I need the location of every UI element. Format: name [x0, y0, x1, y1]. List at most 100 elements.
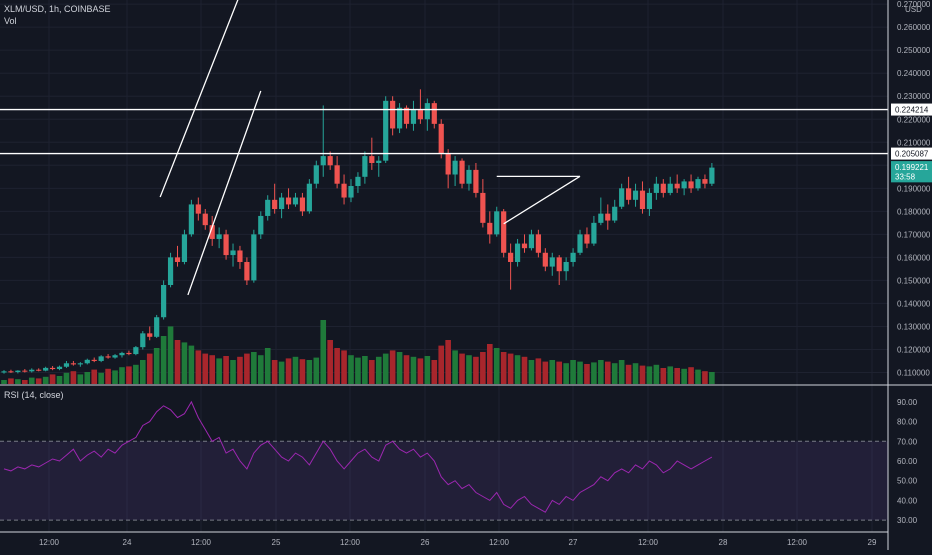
candle[interactable] — [216, 227, 222, 249]
candle[interactable] — [348, 179, 354, 203]
candle[interactable] — [619, 183, 625, 210]
candle[interactable] — [161, 280, 167, 320]
candle[interactable] — [49, 366, 56, 371]
candles[interactable] — [1, 89, 715, 374]
candle[interactable] — [612, 199, 618, 223]
candle[interactable] — [667, 176, 673, 196]
candle[interactable] — [299, 192, 306, 216]
candle[interactable] — [605, 204, 611, 230]
candle[interactable] — [494, 206, 500, 237]
candle[interactable] — [202, 209, 208, 230]
candle[interactable] — [112, 354, 118, 359]
candle[interactable] — [646, 188, 653, 216]
candle[interactable] — [466, 165, 472, 191]
candle[interactable] — [459, 158, 465, 189]
candle[interactable] — [98, 355, 104, 363]
candle[interactable] — [424, 98, 430, 131]
candle[interactable] — [154, 314, 160, 338]
candle[interactable] — [91, 357, 97, 363]
candle[interactable] — [188, 199, 194, 237]
candle[interactable] — [410, 100, 417, 131]
candle[interactable] — [251, 229, 257, 283]
candle[interactable] — [570, 248, 576, 267]
candle[interactable] — [355, 172, 361, 193]
candle[interactable] — [334, 156, 340, 189]
candle[interactable] — [237, 245, 243, 269]
candle[interactable] — [584, 227, 590, 249]
horizontal-levels[interactable] — [0, 108, 888, 155]
candle[interactable] — [362, 151, 368, 184]
candle[interactable] — [70, 360, 76, 366]
candle[interactable] — [84, 358, 90, 365]
candle[interactable] — [174, 245, 181, 267]
candle[interactable] — [639, 181, 646, 214]
candle[interactable] — [709, 162, 715, 187]
candle[interactable] — [702, 174, 708, 189]
candle[interactable] — [223, 229, 229, 260]
candle[interactable] — [285, 188, 292, 210]
candle[interactable] — [542, 248, 548, 272]
trend-lines[interactable] — [159, 0, 581, 296]
price-axis[interactable]: 0.270000 0.260000 0.250000 0.240000 0.230000… — [897, 0, 931, 377]
candle[interactable] — [126, 350, 132, 356]
candle[interactable] — [695, 176, 701, 191]
candle[interactable] — [653, 176, 659, 200]
trend-line[interactable] — [159, 0, 240, 198]
candle[interactable] — [383, 96, 389, 163]
candle[interactable] — [1, 370, 7, 374]
candle[interactable] — [626, 176, 632, 205]
candle[interactable] — [22, 369, 28, 373]
candle[interactable] — [209, 215, 215, 246]
candle[interactable] — [438, 119, 444, 159]
candle[interactable] — [327, 151, 333, 170]
candle[interactable] — [660, 179, 666, 198]
candle[interactable] — [105, 354, 111, 359]
candle[interactable] — [43, 366, 49, 372]
candle[interactable] — [390, 96, 396, 136]
candle[interactable] — [29, 368, 35, 373]
candle[interactable] — [36, 368, 42, 372]
candle[interactable] — [195, 197, 201, 221]
candle[interactable] — [577, 229, 583, 256]
candle[interactable] — [133, 346, 139, 356]
candle[interactable] — [528, 229, 535, 251]
candle[interactable] — [396, 103, 403, 134]
candle[interactable] — [674, 174, 680, 193]
candle[interactable] — [140, 331, 146, 350]
candle[interactable] — [181, 229, 188, 265]
candle[interactable] — [501, 209, 507, 258]
candle[interactable] — [320, 105, 326, 177]
candle[interactable] — [452, 156, 458, 187]
candle[interactable] — [681, 179, 687, 196]
candle[interactable] — [258, 211, 264, 239]
candle[interactable] — [119, 351, 125, 358]
rsi-axis[interactable]: 90.00 80.00 70.00 60.00 50.00 40.00 30.00 — [897, 398, 918, 525]
candle[interactable] — [688, 174, 694, 193]
candle[interactable] — [549, 252, 555, 276]
candle[interactable] — [445, 149, 451, 189]
candle[interactable] — [230, 243, 236, 267]
candle[interactable] — [514, 238, 521, 267]
candle[interactable] — [341, 174, 347, 205]
candle[interactable] — [473, 162, 479, 198]
candle[interactable] — [15, 370, 21, 374]
candle[interactable] — [376, 156, 382, 177]
candle[interactable] — [272, 183, 278, 214]
time-axis[interactable]: 12:00 24 12:00 25 12:00 26 12:00 27 12:00 28 12:00… — [39, 538, 877, 547]
candle[interactable] — [417, 89, 423, 124]
candle[interactable] — [56, 365, 63, 371]
candle[interactable] — [591, 215, 597, 246]
candle[interactable] — [632, 183, 639, 207]
candle[interactable] — [487, 211, 493, 244]
trend-line[interactable] — [187, 90, 262, 296]
candle[interactable] — [431, 100, 437, 129]
candle[interactable] — [521, 234, 528, 253]
candle[interactable] — [279, 192, 285, 219]
candle[interactable] — [535, 229, 541, 258]
candle[interactable] — [147, 326, 153, 341]
candle[interactable] — [167, 252, 174, 288]
trend-line[interactable] — [503, 175, 581, 225]
candle[interactable] — [563, 257, 569, 281]
